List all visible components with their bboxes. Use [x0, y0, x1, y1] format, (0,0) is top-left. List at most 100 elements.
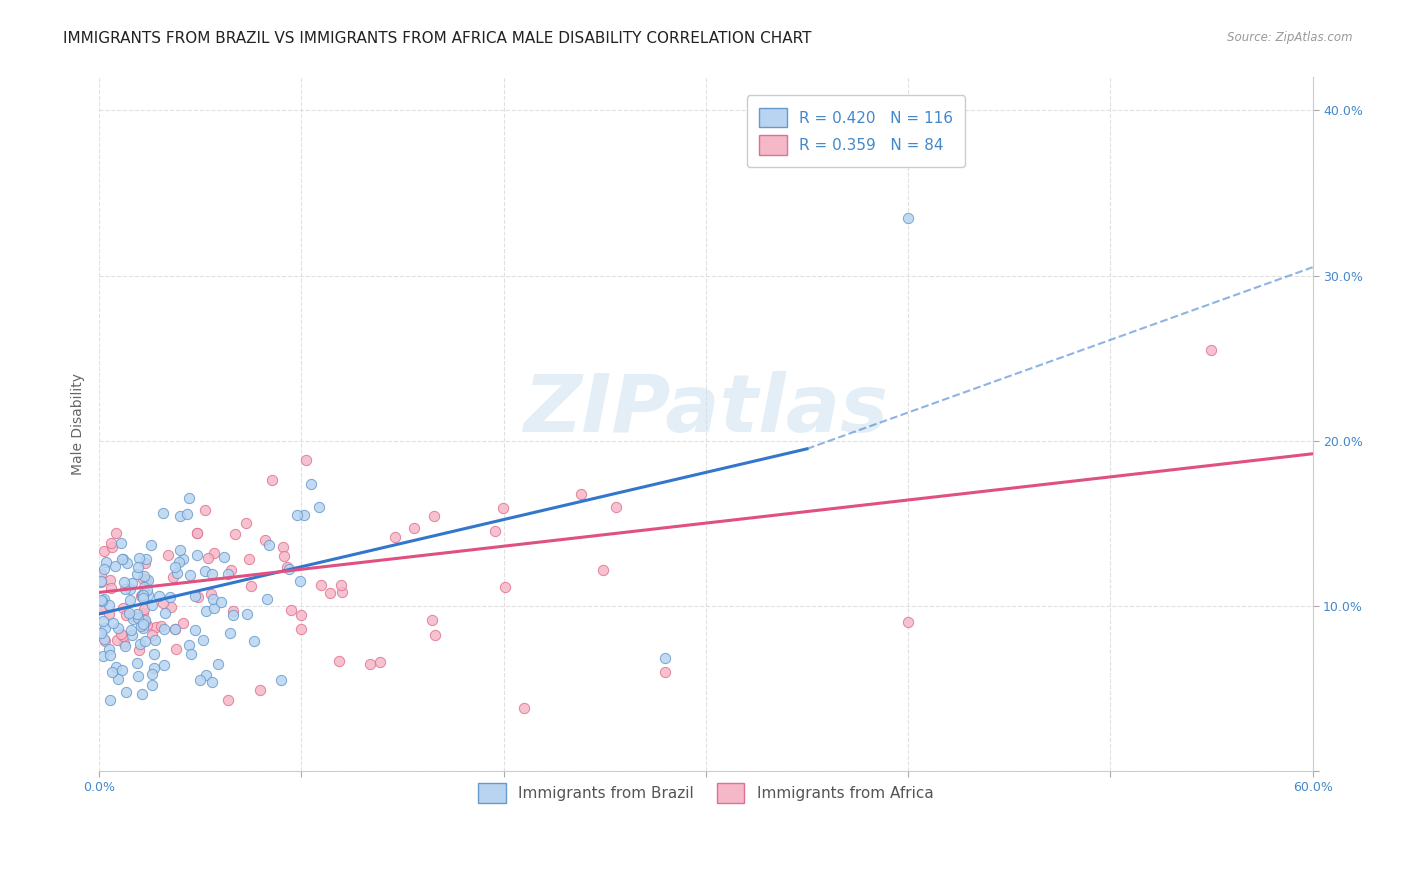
Point: [138, 573, 160, 587]
Point: [184, 623, 207, 637]
Point: [179, 568, 201, 582]
Point: [191, 632, 214, 647]
Y-axis label: Male Disability: Male Disability: [72, 373, 86, 475]
Point: [129, 637, 152, 651]
Point: [152, 597, 174, 611]
Point: [169, 542, 191, 557]
Point: [897, 615, 920, 629]
Point: [129, 619, 152, 633]
Point: [118, 582, 141, 597]
Text: ZIPatlas: ZIPatlas: [523, 371, 889, 450]
Point: [98, 642, 121, 657]
Point: [103, 616, 125, 631]
Point: [134, 557, 156, 571]
Point: [112, 600, 135, 615]
Point: [155, 606, 177, 620]
Point: [163, 622, 186, 636]
Point: [235, 607, 257, 621]
Point: [177, 491, 200, 505]
Point: [132, 617, 155, 632]
Point: [134, 615, 156, 629]
Point: [93, 632, 115, 646]
Point: [122, 612, 145, 626]
Point: [111, 629, 134, 643]
Point: [285, 508, 308, 522]
Point: [131, 687, 153, 701]
Point: [165, 559, 187, 574]
Point: [176, 508, 198, 522]
Point: [132, 580, 155, 594]
Point: [235, 516, 257, 531]
Point: [277, 562, 299, 576]
Point: [159, 590, 181, 604]
Point: [186, 525, 208, 540]
Point: [142, 661, 165, 675]
Point: [370, 655, 392, 669]
Point: [328, 654, 350, 668]
Point: [128, 643, 150, 657]
Point: [90, 592, 112, 607]
Point: [194, 503, 217, 517]
Point: [141, 598, 163, 612]
Point: [148, 589, 170, 603]
Point: [114, 636, 136, 650]
Point: [319, 586, 342, 600]
Point: [569, 487, 592, 501]
Point: [122, 609, 145, 624]
Point: [98, 599, 121, 613]
Point: [111, 551, 134, 566]
Point: [201, 566, 224, 581]
Point: [256, 591, 278, 606]
Point: [141, 677, 163, 691]
Point: [294, 508, 316, 522]
Point: [91, 648, 114, 663]
Point: [194, 667, 217, 681]
Point: [93, 544, 115, 558]
Point: [195, 604, 218, 618]
Point: [125, 607, 148, 621]
Point: [425, 628, 447, 642]
Point: [605, 500, 627, 514]
Point: [217, 567, 239, 582]
Point: [121, 628, 143, 642]
Point: [111, 663, 134, 677]
Point: [592, 563, 614, 577]
Point: [492, 500, 515, 515]
Point: [98, 648, 121, 662]
Point: [127, 669, 149, 683]
Point: [150, 619, 173, 633]
Point: [105, 660, 128, 674]
Point: [141, 538, 163, 552]
Point: [169, 508, 191, 523]
Point: [238, 551, 260, 566]
Point: [135, 551, 157, 566]
Point: [91, 614, 114, 628]
Point: [186, 548, 208, 562]
Text: Source: ZipAtlas.com: Source: ZipAtlas.com: [1227, 31, 1353, 45]
Point: [104, 558, 127, 573]
Point: [254, 533, 277, 547]
Point: [157, 548, 180, 562]
Point: [249, 682, 271, 697]
Point: [141, 627, 163, 641]
Point: [135, 574, 157, 588]
Point: [384, 530, 406, 544]
Point: [166, 566, 188, 580]
Point: [132, 606, 155, 620]
Point: [257, 538, 280, 552]
Point: [513, 701, 536, 715]
Point: [273, 540, 295, 554]
Point: [115, 556, 138, 570]
Point: [308, 500, 330, 514]
Point: [131, 621, 153, 635]
Point: [212, 550, 235, 565]
Point: [94, 633, 117, 648]
Point: [132, 588, 155, 602]
Point: [93, 562, 115, 576]
Point: [180, 648, 202, 662]
Point: [94, 621, 117, 635]
Point: [172, 552, 194, 566]
Point: [270, 673, 292, 687]
Point: [1201, 343, 1223, 357]
Point: [90, 602, 112, 616]
